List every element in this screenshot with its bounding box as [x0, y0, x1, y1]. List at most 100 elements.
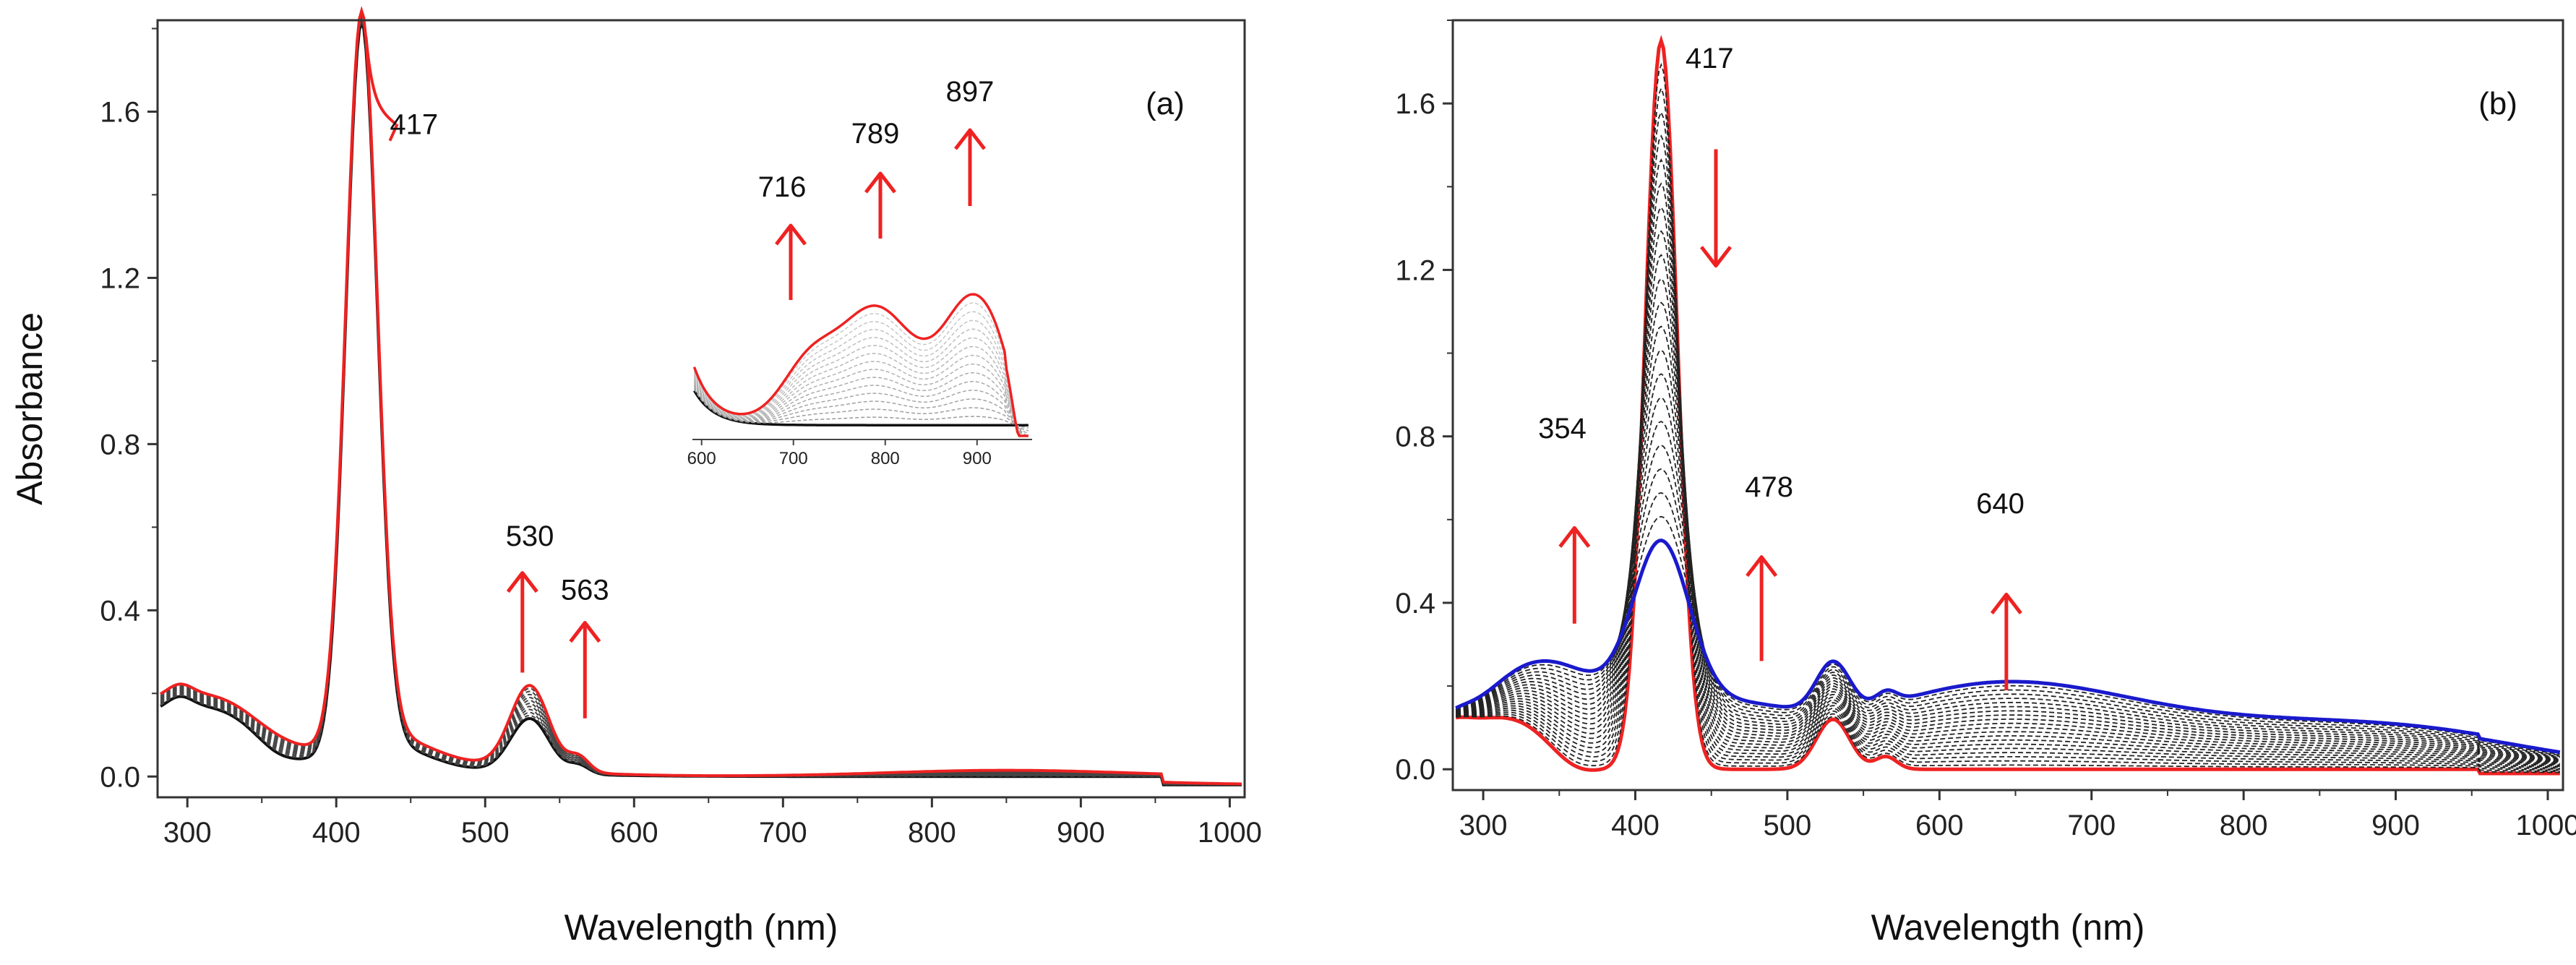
y-tick-label: 1.2 [100, 262, 140, 294]
panel-b-ticks: 300 400 500 600 700 800 900 1000 0.0 0.4 0.8 1.2 1.6 [1395, 20, 2576, 841]
x-tick-label: 900 [2371, 810, 2420, 841]
panel-a-frame [156, 19, 1246, 799]
inset-spectrum [693, 381, 1029, 437]
y-tick-label: 0.8 [1395, 421, 1435, 453]
peak-label-417: 417 [1686, 43, 1734, 74]
peak-label-478: 478 [1745, 471, 1793, 503]
panel-b-x-axis-title: Wavelength (nm) [1871, 907, 2145, 948]
y-tick-label: 0.4 [100, 595, 140, 627]
spectrum-intermediate [1455, 421, 2560, 758]
inset-spectrum [693, 385, 1029, 434]
x-tick-label: 300 [1459, 810, 1508, 841]
spectrum-intermediate [1456, 206, 2560, 768]
inset-arrow-2-head [954, 128, 986, 150]
inset-spectrum [693, 319, 1029, 437]
inset-arrow-0-head [775, 223, 807, 246]
x-tick-label: 400 [1611, 810, 1660, 841]
peak-label-354: 354 [1538, 413, 1587, 445]
spectrum-intermediate [1455, 301, 2560, 763]
peak-label-417: 417 [390, 109, 438, 141]
inset-x-tick-label: 600 [687, 449, 716, 468]
inset-peak-label-789: 789 [851, 118, 900, 150]
spectrum-intermediate [1455, 515, 2560, 754]
panel-b-annotations: 417 354 478 640 [1538, 43, 2025, 520]
spectrum-intermediate [1455, 445, 2560, 758]
inset-ticks: 600 700 800 900 [687, 439, 992, 468]
spectrum-intermediate [1455, 373, 2560, 760]
y-tick-label: 0.0 [1395, 754, 1435, 786]
y-tick-label: 1.2 [1395, 254, 1435, 286]
panel-b-arrow-0-head [1700, 246, 1732, 268]
panel-a-arrows [506, 571, 601, 719]
spectrum-intermediate [1455, 468, 2560, 756]
panel-a-arrow-1-head [569, 621, 601, 643]
panel-b-arrow-1-head [1558, 526, 1591, 548]
panel-a-x-axis-title: Wavelength (nm) [564, 907, 838, 948]
panel-a-ticks: 300 400 500 600 700 800 900 1000 0.0 0.4 0.8 1.2 1.6 [100, 27, 1262, 849]
x-tick-label: 600 [610, 817, 658, 849]
spectrum-intermediate [1455, 349, 2560, 761]
spectrum-intermediate [1456, 62, 2560, 773]
panel-a: 300 400 500 600 700 800 900 1000 0.0 0.4 0.8 1.2 1.6… [9, 6, 1262, 948]
inset-spectrum [692, 293, 1029, 437]
spectrum-intermediate [1456, 110, 2560, 771]
y-tick-label: 0.8 [100, 429, 140, 460]
inset-spectrum [693, 337, 1029, 437]
inset-x-tick-label: 700 [779, 449, 808, 468]
panel-a-label: (a) [1146, 86, 1185, 121]
y-tick-label: 1.6 [1395, 88, 1435, 120]
inset-x-tick-label: 900 [963, 449, 992, 468]
panel-b-label: (b) [2478, 86, 2517, 121]
y-tick-label: 0.4 [1395, 588, 1435, 619]
inset-arrows [775, 128, 986, 300]
inset-spectrum [693, 372, 1029, 437]
inset-spectrum [693, 390, 1029, 426]
x-tick-label: 700 [759, 817, 807, 849]
inset-spectrum [693, 387, 1029, 432]
inset-x-tick-label: 800 [871, 449, 900, 468]
x-tick-label: 400 [312, 817, 361, 849]
panel-a-annotations: 417 530 563 [390, 109, 609, 606]
x-tick-label: 500 [1764, 810, 1812, 841]
panel-b-arrows [1558, 149, 2022, 690]
spectrum-intermediate [1456, 86, 2560, 773]
y-tick-label: 1.6 [100, 96, 140, 128]
inset-curves [692, 293, 1029, 437]
inset-spectrum [693, 328, 1029, 437]
inset-spectrum [693, 363, 1029, 437]
x-tick-label: 500 [461, 817, 510, 849]
peak-label-563: 563 [561, 575, 609, 606]
peak-label-640: 640 [1976, 488, 2025, 520]
spectrum-intermediate [1455, 278, 2560, 764]
inset-spectrum [693, 311, 1029, 437]
inset-peak-label-716: 716 [758, 171, 807, 203]
inset-arrow-1-head [864, 171, 896, 194]
inset-spectrum [693, 389, 1029, 429]
x-tick-label: 1000 [1198, 817, 1262, 849]
soret-red-mark-tail [388, 123, 399, 142]
spectrum-intermediate [1455, 397, 2560, 759]
panel-a-inset: 600 700 800 900 716 789 897 [687, 76, 1032, 468]
panel-a-arrow-0-head [506, 571, 538, 593]
peak-label-530: 530 [506, 520, 554, 552]
x-tick-label: 900 [1057, 817, 1105, 849]
inset-spectrum [693, 384, 1029, 437]
x-tick-label: 1000 [2515, 810, 2576, 841]
x-tick-label: 700 [2067, 810, 2116, 841]
panel-b-frame [1451, 19, 2564, 792]
panel-b: 300 400 500 600 700 800 900 1000 0.0 0.4 0.8 1.2 1.6… [1395, 19, 2576, 948]
spectrum-intermediate [1455, 325, 2560, 763]
x-tick-label: 300 [163, 817, 212, 849]
inset-spectrum [693, 346, 1029, 437]
panel-b-arrow-2-head [1746, 555, 1778, 578]
inset-peak-label-897: 897 [946, 76, 995, 108]
panel-a-curves [160, 6, 1242, 786]
panel-b-arrow-3-head [1990, 592, 2022, 614]
panel-a-y-axis-title: Absorbance [9, 312, 50, 505]
soret-red-mark [364, 36, 397, 126]
x-tick-label: 600 [1915, 810, 1964, 841]
inset-spectrum [693, 354, 1029, 437]
y-tick-label: 0.0 [100, 761, 140, 793]
